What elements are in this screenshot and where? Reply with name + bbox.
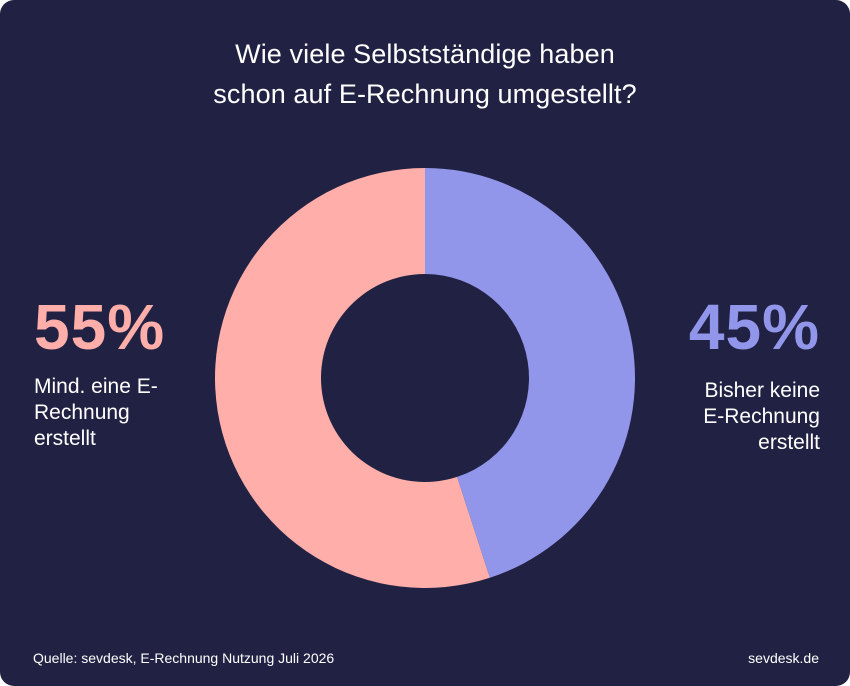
chart-title-line-1: Wie viele Selbstständige haben bbox=[235, 39, 615, 69]
slice-category-label-line: erstellt bbox=[758, 431, 820, 454]
chart-title-line-2: schon auf E-Rechnung umgestellt? bbox=[213, 79, 637, 109]
slice-category-label-line: Rechnung bbox=[34, 401, 130, 424]
slice-category-label-mind-eine-e-rechnung: Mind. eine E- Rechnung erstellt bbox=[34, 374, 158, 452]
chart-title: Wie viele Selbstständige haben schon auf… bbox=[0, 34, 850, 114]
source-note: Quelle: sevdesk, E-Rechnung Nutzung Juli… bbox=[33, 650, 335, 666]
slice-value-label-mind-eine-e-rechnung: 55% bbox=[34, 291, 166, 363]
slice-category-label-line: erstellt bbox=[34, 427, 96, 450]
slice-category-label-line: Mind. eine E- bbox=[34, 375, 158, 398]
brand-link[interactable]: sevdesk.de bbox=[748, 650, 819, 666]
slice-category-label-line: E-Rechnung bbox=[703, 405, 820, 428]
donut-slices bbox=[215, 167, 636, 588]
slice-category-label-bisher-keine-e-rechnung: Bisher keine E-Rechnung erstellt bbox=[703, 378, 820, 456]
slice-value-label-bisher-keine-e-rechnung: 45% bbox=[688, 291, 820, 363]
donut-slice bbox=[425, 168, 636, 578]
slice-category-label-line: Bisher keine bbox=[704, 379, 820, 402]
donut-slice bbox=[215, 167, 490, 588]
